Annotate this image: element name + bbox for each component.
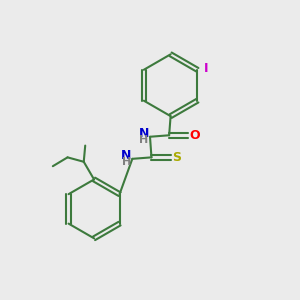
Text: H: H	[140, 135, 149, 145]
Text: I: I	[203, 62, 208, 75]
Text: N: N	[121, 149, 132, 162]
Text: N: N	[139, 127, 149, 140]
Text: O: O	[189, 129, 200, 142]
Text: S: S	[172, 151, 182, 164]
Text: H: H	[122, 158, 131, 167]
